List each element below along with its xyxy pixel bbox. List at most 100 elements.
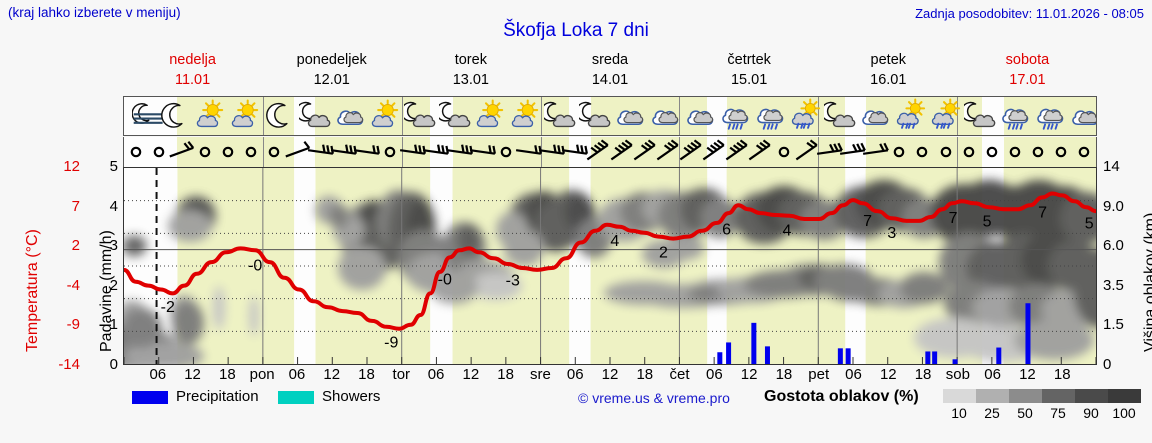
wind-barb <box>838 137 868 167</box>
cloud-density-tick: 75 <box>1050 405 1066 421</box>
wind-barb <box>792 137 822 167</box>
cloud-density-step <box>1075 389 1108 403</box>
day-header-row: nedelja 11.01 ponedeljek 12.01 torek 13.01 sre… <box>123 50 1097 94</box>
cloud-density-tick: 25 <box>984 405 1000 421</box>
wind-barb-calm <box>375 137 405 167</box>
temperature-label: 7 <box>949 210 958 227</box>
precipitation-bar <box>952 359 958 364</box>
showers-legend-label: Showers <box>322 388 381 405</box>
wind-barb-band <box>123 137 1097 167</box>
cloud-height-tick-1: 9.0 <box>1103 197 1124 215</box>
day-date: 15.01 <box>730 72 768 88</box>
cloud-density-tick: 10 <box>951 405 967 421</box>
x-axis-label: 18 <box>1053 366 1071 383</box>
x-axis-label: 06 <box>566 366 584 383</box>
weather-icon-cloud-rain <box>719 98 753 134</box>
temperature-label: 2 <box>659 244 668 261</box>
weather-icon-moon-cloud <box>540 98 578 134</box>
x-axis-label: 06 <box>845 366 862 383</box>
cloud-height-tick-3: 3.5 <box>1103 276 1124 294</box>
precipitation-tick-2: 3 <box>109 237 118 255</box>
day-separator <box>540 97 542 135</box>
x-axis-label: 18 <box>219 366 236 383</box>
weather-icon-moon-cloud <box>400 98 438 134</box>
day-name: sobota <box>1005 52 1050 68</box>
cloud-height-tick-2: 6.0 <box>1103 237 1124 255</box>
wind-barb-calm <box>1000 137 1030 167</box>
temperature-label: -0 <box>438 272 452 289</box>
day-header-sreda: sreda 14.01 <box>540 50 679 94</box>
day-separator <box>957 97 959 135</box>
copyright-link[interactable]: © vreme.us & vreme.pro <box>578 390 730 406</box>
wind-barb <box>583 137 613 167</box>
cloud-density-tick: 100 <box>1112 405 1136 421</box>
wind-barb <box>861 137 891 167</box>
precipitation-legend-label: Precipitation <box>176 388 259 405</box>
cloud-height-tick-5: 0 <box>1103 356 1112 373</box>
wind-barb <box>306 137 336 167</box>
temperature-tick-3: -4 <box>66 276 80 294</box>
precipitation-tick-1: 4 <box>109 197 118 215</box>
day-header-ponedeljek: ponedeljek 12.01 <box>262 50 401 94</box>
x-axis-label: 06 <box>149 366 167 383</box>
wind-barb <box>283 137 313 167</box>
temperature-tick-5: -14 <box>58 356 80 373</box>
weather-icon-moon <box>159 98 193 134</box>
x-axis-label: 12 <box>462 366 480 383</box>
weather-icon-moon-cloud <box>295 98 333 134</box>
x-axis-label: sre <box>530 366 551 383</box>
wind-barb-calm <box>769 137 799 167</box>
x-axis-label: 18 <box>358 366 375 383</box>
x-axis-label: 06 <box>427 366 445 383</box>
temperature-label: 4 <box>782 223 791 240</box>
precipitation-bar <box>717 352 723 364</box>
wind-barb <box>167 137 197 167</box>
day-name: torek <box>454 52 487 68</box>
x-axis-label: sob <box>945 366 970 383</box>
day-date: 14.01 <box>591 72 629 88</box>
wind-barb-calm <box>907 137 937 167</box>
cloud-height-tick-0: 14 <box>1103 158 1120 175</box>
wind-barb <box>745 137 775 167</box>
wind-barb <box>722 137 752 167</box>
weather-icon-cloud-rain <box>754 98 788 134</box>
temperature-label: 7 <box>1038 204 1047 221</box>
weather-icon-moon-cloud <box>575 98 613 134</box>
wind-barb-calm <box>144 137 174 167</box>
weather-icon-cloud <box>614 98 648 134</box>
temperature-tick-2: 2 <box>71 237 80 255</box>
x-axis-label: 18 <box>914 366 932 383</box>
wind-barb <box>607 137 637 167</box>
x-axis-label: 12 <box>323 366 341 383</box>
temperature-tick-4: -9 <box>66 316 80 334</box>
x-axis-labels: 06 12 18 pon 06 12 18 tor 06 12 18 sre 06 12 18 čet 06 12… <box>123 366 1097 386</box>
day-separator <box>679 97 681 135</box>
last-update-text: Zadnja posodobitev: 11.01.2026 - 08:05 <box>915 6 1144 21</box>
x-axis-label: 18 <box>636 366 654 383</box>
wind-barb-calm <box>1046 137 1076 167</box>
wind-barb-calm <box>236 137 266 167</box>
chart-legend: Precipitation Showers © vreme.us & vreme… <box>0 388 1152 424</box>
x-axis-label: pet <box>808 366 830 383</box>
x-axis-label: 18 <box>775 366 793 383</box>
x-axis-label: 06 <box>288 366 306 383</box>
cloud-density-step <box>976 389 1009 403</box>
wind-barb-calm <box>954 137 984 167</box>
wind-barb <box>630 137 660 167</box>
night-band <box>177 137 295 167</box>
temperature-line <box>124 191 1096 331</box>
weather-icon-moon-cloud <box>820 98 858 134</box>
wind-barb <box>560 137 590 167</box>
precipitation-bar <box>751 322 757 364</box>
temperature-label: -3 <box>506 272 520 289</box>
wind-barb-calm <box>190 137 220 167</box>
precipitation-bar <box>837 348 843 364</box>
day-separator <box>262 97 264 135</box>
day-date: 11.01 <box>174 72 211 88</box>
weather-icon-cloud <box>684 98 718 134</box>
weather-icon-sun-cloud <box>229 98 263 134</box>
precipitation-tick-3: 2 <box>109 276 118 294</box>
day-separator <box>401 137 403 167</box>
day-name: sreda <box>591 52 629 68</box>
day-header-petek: petek 16.01 <box>819 50 958 94</box>
